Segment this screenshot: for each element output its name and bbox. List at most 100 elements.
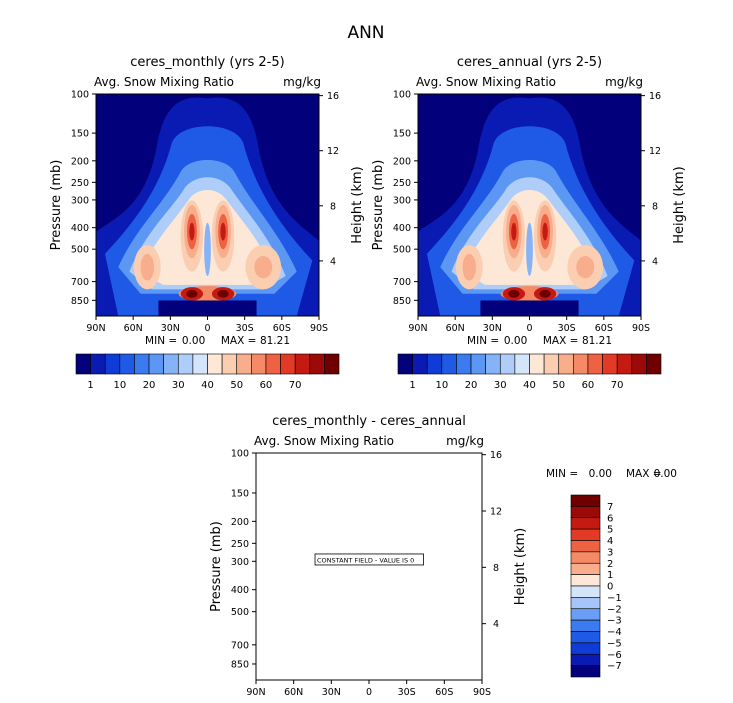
colorbar-box (119, 353, 135, 375)
contour-band (189, 222, 195, 241)
x-tick-label: 90N (246, 687, 265, 698)
panel-title: ceres_monthly (yrs 2-5) (130, 55, 284, 70)
surface-mask (480, 300, 579, 316)
y2-tick-label: 16 (490, 450, 502, 461)
colorbar-box (441, 353, 457, 375)
contour-band (539, 289, 551, 298)
colorbar-box (470, 353, 486, 375)
min-label: MIN = (145, 335, 177, 347)
contour-band (217, 289, 229, 298)
colorbar-label: 70 (289, 380, 302, 391)
y-axis-label: Pressure (mb) (209, 521, 224, 612)
panel-left-subtitle: Avg. Snow Mixing Ratio (254, 434, 394, 448)
contour-band (220, 222, 226, 241)
y2-axis-label: Height (km) (350, 166, 365, 243)
colorbar-label: 50 (552, 380, 565, 391)
x-tick-label: 60S (273, 323, 291, 334)
panel-left-subtitle: Avg. Snow Mixing Ratio (416, 75, 556, 89)
colorbar-box (207, 353, 223, 375)
y2-tick-label: 12 (327, 146, 339, 157)
colorbar-label: 20 (143, 380, 156, 391)
x-tick-label: 60S (435, 687, 453, 698)
max-label: MAX = (543, 335, 579, 347)
panels: ceres_monthly (yrs 2-5) Avg. Snow Mixing … (49, 55, 687, 698)
x-tick-label: 90S (632, 323, 650, 334)
colorbar-box (570, 585, 601, 598)
contour-band (204, 222, 211, 277)
y-tick-label: 150 (231, 488, 249, 499)
colorbar-label: 60 (582, 380, 595, 391)
colorbar-box (570, 653, 601, 666)
y-axis-label: Pressure (mb) (49, 160, 64, 251)
max-value: 81.21 (582, 335, 612, 347)
colorbar-label: 20 (465, 380, 478, 391)
colorbar-box (485, 353, 501, 375)
max-label: MAX = (221, 335, 257, 347)
colorbar-box (251, 353, 267, 375)
surface-mask (158, 300, 257, 316)
colorbar-label: 1 (87, 380, 93, 391)
colorbar-label: 1 (409, 380, 415, 391)
colorbar-box (177, 353, 194, 375)
colorbar-box (570, 551, 601, 564)
y2-axis-label: Height (km) (672, 166, 687, 243)
y2-tick-label: 8 (330, 201, 336, 212)
colorbar-label: 3 (607, 547, 613, 558)
colorbar-box (324, 353, 340, 375)
y2-tick-label: 4 (330, 256, 336, 267)
colorbar-box (134, 353, 150, 375)
x-tick-label: 90N (86, 323, 105, 334)
colorbar-box (514, 353, 530, 375)
colorbar-box (570, 562, 601, 575)
y-tick-label: 200 (71, 156, 89, 167)
y-tick-label: 850 (231, 659, 249, 670)
colorbar-box (529, 353, 545, 375)
colorbar-box (646, 353, 662, 375)
constant-note: CONSTANT FIELD - VALUE IS 0 (317, 556, 414, 564)
y-tick-label: 500 (231, 607, 249, 618)
x-tick-label: 60S (595, 323, 613, 334)
colorbar-label: 6 (607, 513, 613, 524)
colorbar-label: 70 (611, 380, 624, 391)
x-tick-label: 60N (446, 323, 465, 334)
colorbar-box (499, 353, 516, 375)
colorbar-box (412, 353, 428, 375)
y-tick-label: 700 (71, 277, 89, 288)
x-tick-label: 90N (408, 323, 427, 334)
x-tick-label: 30S (398, 687, 416, 698)
colorbar-box (631, 353, 647, 375)
contour-band (140, 253, 154, 281)
colorbar-box (280, 353, 296, 375)
max-label: MAX = (626, 468, 662, 480)
x-tick-label: 30S (236, 323, 254, 334)
colorbar-label: −4 (607, 627, 622, 638)
colorbar-label: −3 (607, 616, 622, 627)
panel-right-subtitle: mg/kg (605, 75, 643, 89)
y2-tick-label: 12 (649, 146, 661, 157)
colorbar-box (148, 353, 164, 375)
y-tick-label: 400 (71, 223, 89, 234)
colorbar-box (221, 353, 238, 375)
colorbar-box (570, 619, 601, 632)
y2-axis-label: Height (km) (513, 528, 528, 605)
colorbar-box (104, 353, 121, 375)
x-tick-label: 30N (161, 323, 180, 334)
x-tick-label: 60N (284, 687, 303, 698)
colorbar-label: 4 (607, 536, 613, 547)
colorbar-box (570, 597, 601, 610)
contour-band (462, 253, 476, 281)
y2-tick-label: 12 (490, 506, 502, 517)
min-value: 0.00 (589, 468, 612, 480)
colorbar-label: 50 (230, 380, 243, 391)
panel-border (95, 93, 320, 317)
colorbar-box (570, 540, 601, 553)
panel-2: ceres_monthly - ceres_annual Avg. Snow Mi… (209, 414, 677, 698)
colorbar-label: 10 (113, 380, 126, 391)
contour-band (186, 289, 198, 298)
y-tick-label: 300 (393, 195, 411, 206)
colorbar-label: 40 (523, 380, 536, 391)
colorbar-box (570, 506, 601, 519)
colorbar-box (570, 528, 601, 541)
colorbar-label: −5 (607, 638, 622, 649)
colorbar-label: 60 (260, 380, 273, 391)
